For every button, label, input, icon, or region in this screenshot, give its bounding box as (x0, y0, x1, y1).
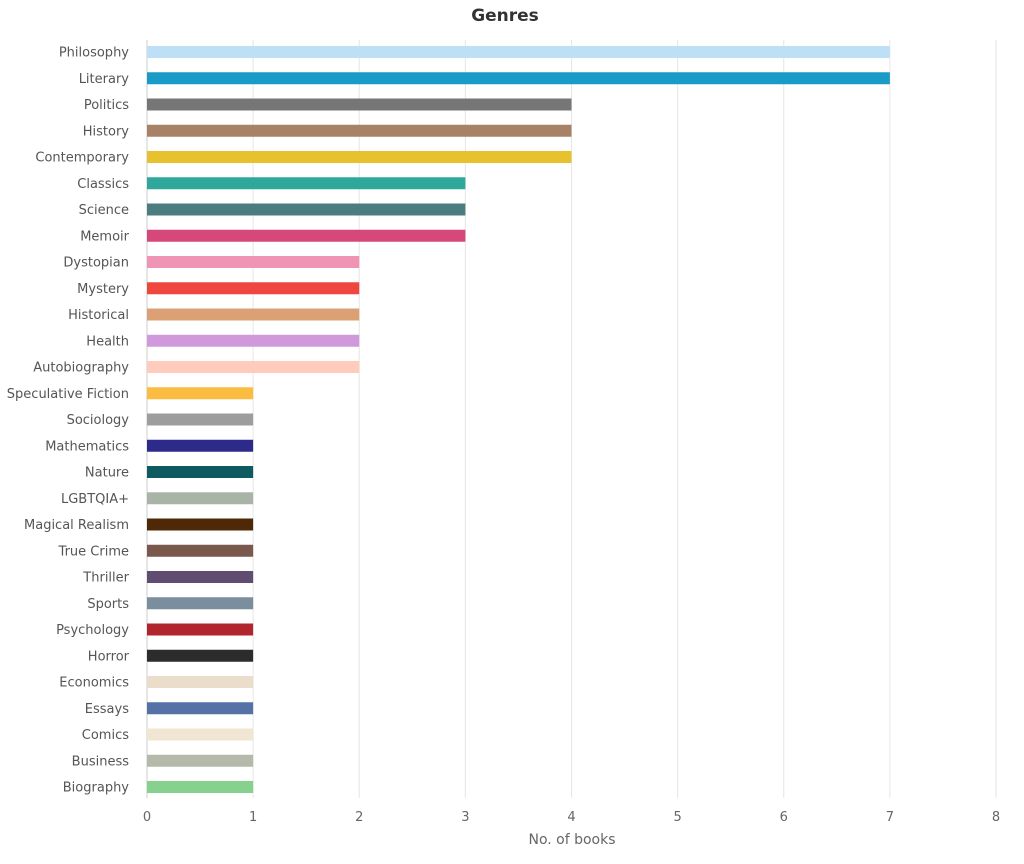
category-label: Magical Realism (24, 518, 129, 533)
bar-nature[interactable]: Nature: 1 (147, 466, 254, 478)
category-label: Historical (68, 308, 129, 323)
category-label: Sports (87, 597, 129, 612)
category-label: Politics (84, 98, 129, 113)
bar-speculative-fiction[interactable]: Speculative Fiction: 1 (147, 387, 254, 400)
bar-lgbtqia[interactable]: LGBTQIA+: 1 (147, 492, 254, 505)
bar-history[interactable]: History: 4 (147, 124, 572, 137)
bar-historical[interactable]: Historical: 2 (147, 308, 360, 321)
category-label: Science (79, 203, 129, 218)
category-label: Economics (59, 676, 129, 691)
bar-contemporary[interactable]: Contemporary: 4 (147, 151, 572, 163)
bar-thriller[interactable]: Thriller: 1 (147, 571, 254, 583)
category-label: Mathematics (45, 439, 129, 454)
x-tick-label: 5 (673, 810, 681, 825)
category-label: Mystery (77, 282, 129, 297)
bar-economics[interactable]: Economics: 1 (147, 676, 254, 688)
bar-dystopian[interactable]: Dystopian: 2 (147, 256, 360, 268)
category-label: Autobiography (33, 361, 129, 376)
category-label: Psychology (56, 623, 129, 638)
bars: Philosophy: 7 Literary: 7 Politics: 4 Histo… (147, 46, 890, 793)
chart-title: Genres (471, 6, 539, 26)
category-label: Health (86, 334, 129, 349)
x-tick-label: 2 (355, 810, 363, 825)
category-label: Nature (85, 466, 129, 481)
category-label: Dystopian (63, 256, 129, 271)
category-label: Comics (82, 728, 129, 743)
x-tick-label: 4 (567, 810, 575, 825)
x-tick-labels: 0 1 2 3 4 5 6 7 8 (143, 810, 1000, 825)
bar-autobiography[interactable]: Autobiography: 2 (147, 361, 360, 373)
x-tick-label: 0 (143, 810, 151, 825)
category-label: History (83, 124, 130, 139)
bar-biography[interactable]: Biography: 1 (147, 781, 254, 793)
category-label: Essays (85, 702, 129, 717)
bar-health[interactable]: Health: 2 (147, 334, 360, 347)
bar-philosophy[interactable]: Philosophy: 7 (147, 46, 890, 58)
category-label: Philosophy (59, 46, 129, 61)
x-tick-label: 6 (780, 810, 788, 825)
bar-mystery[interactable]: Mystery: 2 (147, 282, 360, 295)
gridlines (146, 40, 997, 798)
bar-magical-realism[interactable]: Magical Realism: 1 (147, 518, 254, 531)
category-label: True Crime (58, 544, 129, 559)
bar-mathematics[interactable]: Mathematics: 1 (147, 439, 254, 452)
category-label: Biography (63, 781, 130, 796)
category-label: Speculative Fiction (7, 387, 129, 402)
bar-science[interactable]: Science: 3 (147, 203, 466, 216)
category-label: Sociology (67, 413, 130, 428)
category-label: Horror (88, 649, 130, 664)
bar-essays[interactable]: Essays: 1 (147, 702, 254, 715)
x-axis-title: No. of books (528, 832, 615, 848)
bar-sports[interactable]: Sports: 1 (147, 597, 254, 610)
bar-sociology[interactable]: Sociology: 1 (147, 413, 254, 426)
bar-horror[interactable]: Horror: 1 (147, 649, 254, 662)
bar-classics[interactable]: Classics: 3 (147, 177, 466, 190)
x-tick-label: 3 (461, 810, 469, 825)
category-label: Business (72, 754, 130, 769)
bar-politics[interactable]: Politics: 4 (147, 98, 572, 111)
x-tick-label: 7 (886, 810, 894, 825)
bar-comics[interactable]: Comics: 1 (147, 728, 254, 741)
bar-psychology[interactable]: Psychology: 1 (147, 623, 254, 636)
x-tick-label: 8 (992, 810, 1000, 825)
bar-true-crime[interactable]: True Crime: 1 (147, 544, 254, 557)
category-labels: Philosophy Literary Politics History Contemp… (7, 46, 130, 796)
bar-business[interactable]: Business: 1 (147, 754, 254, 767)
x-tick-label: 1 (249, 810, 257, 825)
bar-memoir[interactable]: Memoir: 3 (147, 229, 466, 242)
bar-literary[interactable]: Literary: 7 (147, 72, 890, 85)
category-label: LGBTQIA+ (61, 492, 129, 507)
category-label: Contemporary (35, 151, 129, 166)
category-label: Literary (79, 72, 130, 87)
category-label: Memoir (80, 229, 129, 244)
category-label: Thriller (82, 571, 129, 586)
category-label: Classics (77, 177, 129, 192)
